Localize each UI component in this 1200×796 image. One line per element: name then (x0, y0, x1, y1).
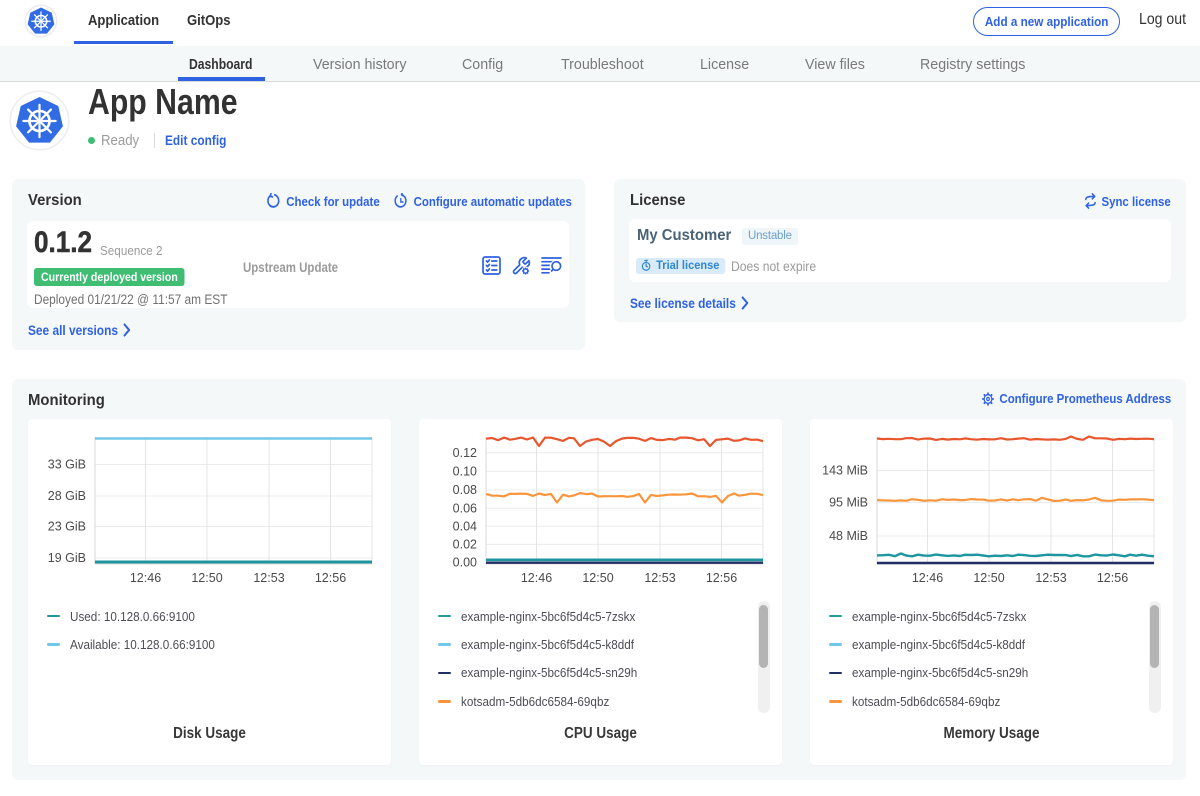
svg-text:19 GiB: 19 GiB (47, 551, 85, 565)
svg-text:12:50: 12:50 (582, 571, 613, 585)
svg-text:0.04: 0.04 (452, 520, 476, 534)
svg-text:143 MiB: 143 MiB (822, 464, 868, 478)
svg-text:12:56: 12:56 (314, 571, 345, 585)
svg-text:12:46: 12:46 (911, 571, 942, 585)
svg-text:23 GiB: 23 GiB (47, 520, 85, 534)
svg-text:0.00: 0.00 (452, 556, 476, 570)
svg-text:12:50: 12:50 (191, 571, 222, 585)
svg-text:95 MiB: 95 MiB (829, 496, 868, 510)
svg-text:0.06: 0.06 (452, 501, 476, 515)
svg-text:12:46: 12:46 (520, 571, 551, 585)
svg-text:0.10: 0.10 (452, 465, 476, 479)
svg-text:28 GiB: 28 GiB (47, 489, 85, 503)
svg-text:12:53: 12:53 (253, 571, 284, 585)
svg-text:48 MiB: 48 MiB (829, 529, 868, 543)
svg-text:33 GiB: 33 GiB (47, 458, 85, 472)
svg-text:12:53: 12:53 (1035, 571, 1066, 585)
svg-text:12:56: 12:56 (705, 571, 736, 585)
svg-text:12:50: 12:50 (973, 571, 1004, 585)
svg-text:0.08: 0.08 (452, 483, 476, 497)
svg-text:12:46: 12:46 (129, 571, 160, 585)
svg-text:12:56: 12:56 (1096, 571, 1127, 585)
svg-text:0.02: 0.02 (452, 538, 476, 552)
svg-text:0.12: 0.12 (452, 446, 476, 460)
svg-text:12:53: 12:53 (644, 571, 675, 585)
